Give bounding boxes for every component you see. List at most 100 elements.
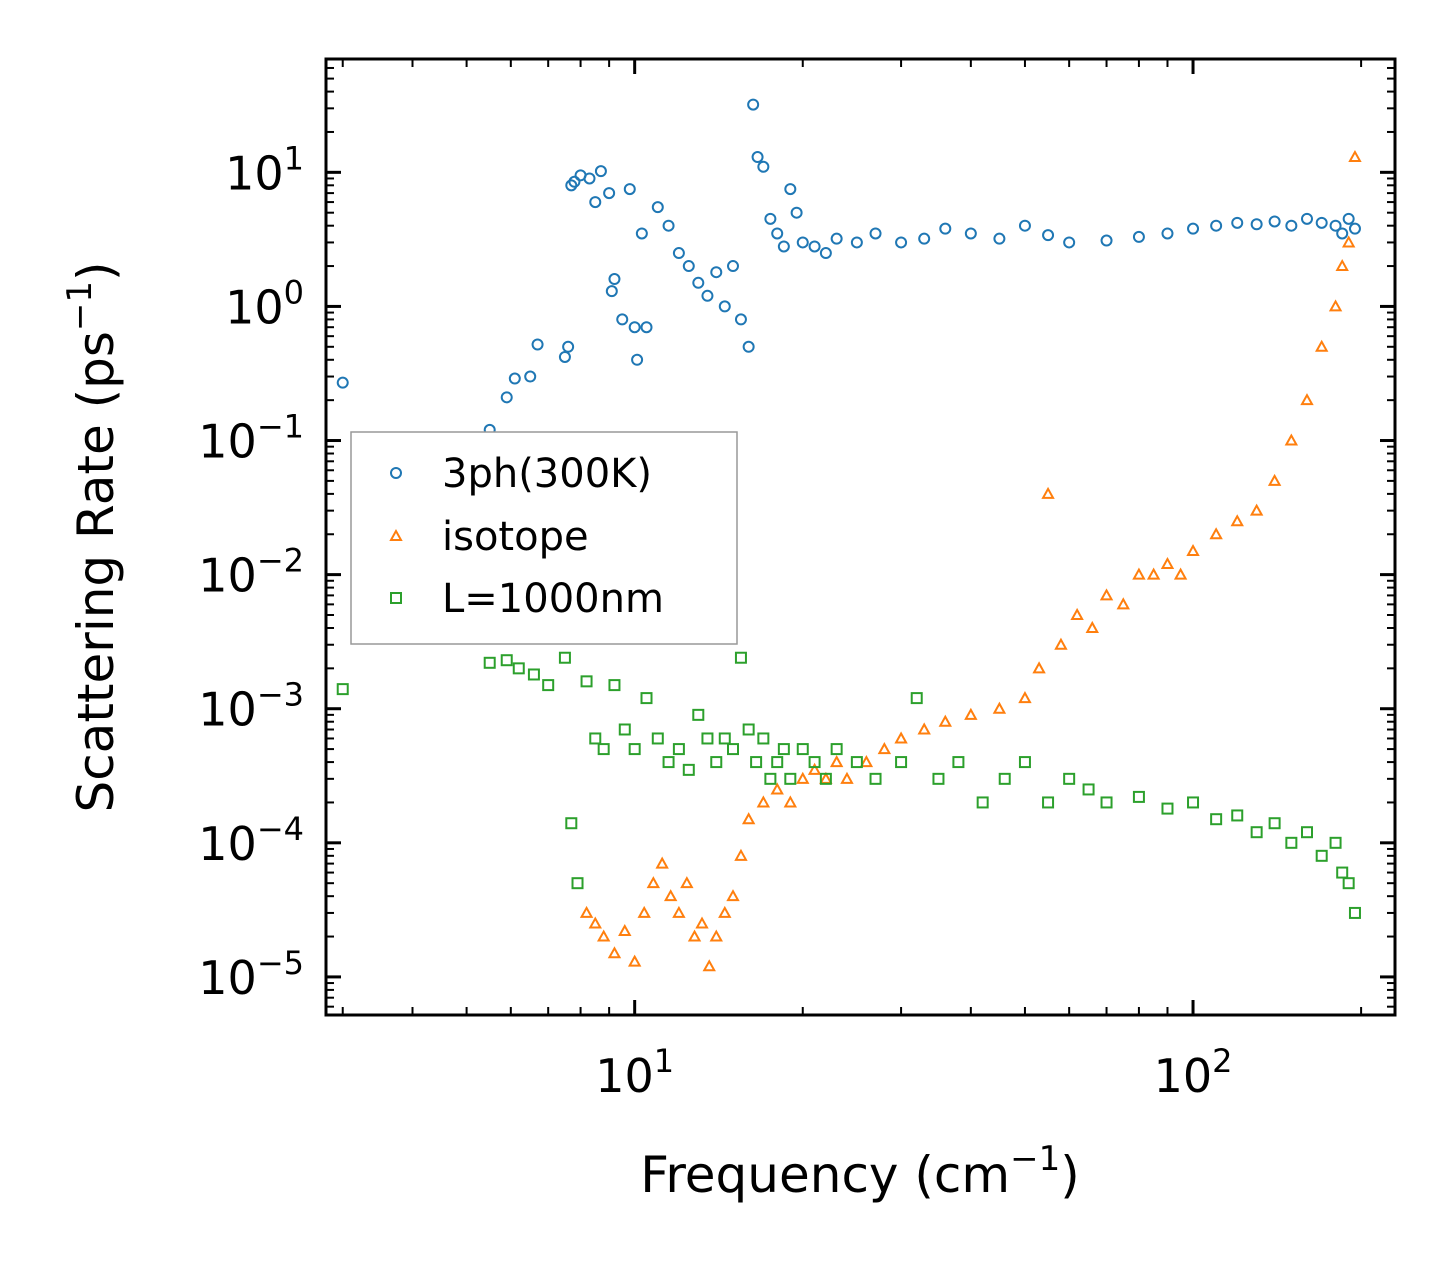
major-ticks xyxy=(326,59,1395,1015)
scatter-point-l1000nm xyxy=(483,656,496,669)
scatter-point-3ph xyxy=(747,98,760,111)
scatter-point-isotope xyxy=(646,876,661,889)
scatter-point-isotope xyxy=(726,889,740,902)
scatter-point-l1000nm xyxy=(734,651,747,664)
scatter-point-3ph xyxy=(1285,219,1298,232)
scatter-point-3ph xyxy=(1018,219,1031,232)
scatter-point-3ph xyxy=(672,247,685,260)
scatter-point-3ph xyxy=(796,236,809,249)
scatter-point-isotope xyxy=(917,722,931,735)
scatter-point-3ph xyxy=(790,206,803,219)
scatter-point-3ph xyxy=(830,232,843,245)
scatter-point-isotope xyxy=(655,856,669,869)
scatter-point-isotope xyxy=(1032,661,1046,674)
scatter-point-3ph xyxy=(682,260,695,273)
scatter-point-3ph xyxy=(819,247,832,260)
scatter-point-isotope xyxy=(718,905,732,918)
scatter-point-l1000nm xyxy=(1018,756,1031,769)
tick-labels: 101 102 101 100 10−1 10−2 10−3 10−4 10−5 xyxy=(198,139,1232,1103)
scatter-point-isotope xyxy=(672,905,686,918)
scatter-point-l1000nm xyxy=(777,743,790,756)
scatter-point-l1000nm xyxy=(976,796,989,809)
scatter-point-isotope xyxy=(596,929,611,942)
scatter-point-3ph xyxy=(508,372,521,385)
scatter-point-isotope xyxy=(1348,149,1362,163)
scatter-point-l1000nm xyxy=(1336,866,1349,879)
scatter-point-isotope xyxy=(859,755,874,768)
scatter-point-3ph xyxy=(692,276,705,289)
scatter-point-isotope xyxy=(1341,235,1356,248)
scatter-point-3ph xyxy=(1042,229,1055,242)
scatter-point-l1000nm xyxy=(512,662,525,675)
scatter-point-3ph xyxy=(710,266,723,279)
scatter-point-l1000nm xyxy=(1348,906,1361,919)
legend-box xyxy=(350,431,738,645)
scatter-point-l1000nm xyxy=(757,732,770,745)
y-tick-label: 10−4 xyxy=(198,810,304,871)
scatter-point-l1000nm xyxy=(718,732,731,745)
scatter-point-3ph xyxy=(1210,219,1223,232)
scatter-point-l1000nm xyxy=(1285,836,1298,849)
scatter-point-isotope xyxy=(1054,637,1068,650)
series-3ph xyxy=(336,98,1361,436)
scatter-point-l1000nm xyxy=(565,817,578,830)
scatter-point-l1000nm xyxy=(651,732,664,745)
scatter-point-isotope xyxy=(783,795,798,808)
scatter-point-3ph xyxy=(808,240,821,253)
legend-label-3ph: 3ph(300K) xyxy=(442,451,652,497)
scatter-point-3ph xyxy=(771,227,784,240)
scatter-point-isotope xyxy=(1116,597,1130,610)
scatter-point-isotope xyxy=(734,848,748,861)
scatter-point-isotope xyxy=(1315,339,1329,352)
scatter-point-3ph xyxy=(869,227,882,240)
scatter-point-3ph xyxy=(757,160,770,173)
scatter-point-3ph xyxy=(1250,218,1263,231)
legend-marker-3ph xyxy=(390,467,402,479)
scatter-point-3ph xyxy=(751,151,764,164)
scatter-point-3ph xyxy=(993,232,1006,245)
scatter-point-3ph xyxy=(742,340,755,353)
scatter-point-3ph xyxy=(1161,227,1174,240)
scatter-point-l1000nm xyxy=(952,756,965,769)
scatter-point-3ph xyxy=(531,338,544,351)
scatter-point-3ph xyxy=(1336,227,1349,240)
scatter-point-3ph xyxy=(336,376,349,389)
scatter-point-3ph xyxy=(628,321,641,334)
scatter-point-3ph xyxy=(964,227,977,240)
scatter-point-l1000nm xyxy=(796,743,809,756)
scatter-point-isotope xyxy=(741,812,756,825)
legend-marker-l1000nm xyxy=(390,592,402,604)
scatter-point-3ph xyxy=(1300,212,1313,225)
scatter-point-3ph xyxy=(764,212,777,225)
scatter-point-3ph xyxy=(605,285,618,298)
scatter-point-l1000nm xyxy=(1210,813,1223,826)
scatter-point-isotope xyxy=(663,889,678,902)
scatter-point-isotope xyxy=(695,916,709,929)
scatter-point-isotope xyxy=(1328,299,1343,312)
scatter-point-l1000nm xyxy=(589,732,602,745)
scatter-point-3ph xyxy=(734,313,747,326)
scatter-point-l1000nm xyxy=(1300,826,1313,839)
scatter-point-l1000nm xyxy=(1329,836,1342,849)
y-tick-label: 100 xyxy=(225,273,304,334)
scatter-point-l1000nm xyxy=(1100,796,1113,809)
scatter-point-isotope xyxy=(938,714,952,727)
scatter-point-3ph xyxy=(616,313,629,326)
y-tick-label: 101 xyxy=(225,139,304,200)
scatter-point-l1000nm xyxy=(932,772,945,785)
scatter-point-l1000nm xyxy=(710,756,723,769)
scatter-point-3ph xyxy=(1268,215,1281,228)
scatter-point-isotope xyxy=(1267,473,1282,486)
scatter-point-l1000nm xyxy=(869,772,882,785)
scatter-point-l1000nm xyxy=(750,756,763,769)
scatter-point-l1000nm xyxy=(672,743,685,756)
scatter-point-l1000nm xyxy=(1082,783,1095,796)
legend-label-l1000nm: L=1000nm xyxy=(442,576,664,622)
scatter-point-3ph xyxy=(623,183,636,196)
scatter-point-isotope xyxy=(770,782,784,795)
scatter-point-3ph xyxy=(918,232,931,245)
scatter-point-3ph xyxy=(1100,234,1113,247)
scatter-point-l1000nm xyxy=(682,763,695,776)
legend: 3ph(300K) isotope L=1000nm xyxy=(350,431,738,645)
